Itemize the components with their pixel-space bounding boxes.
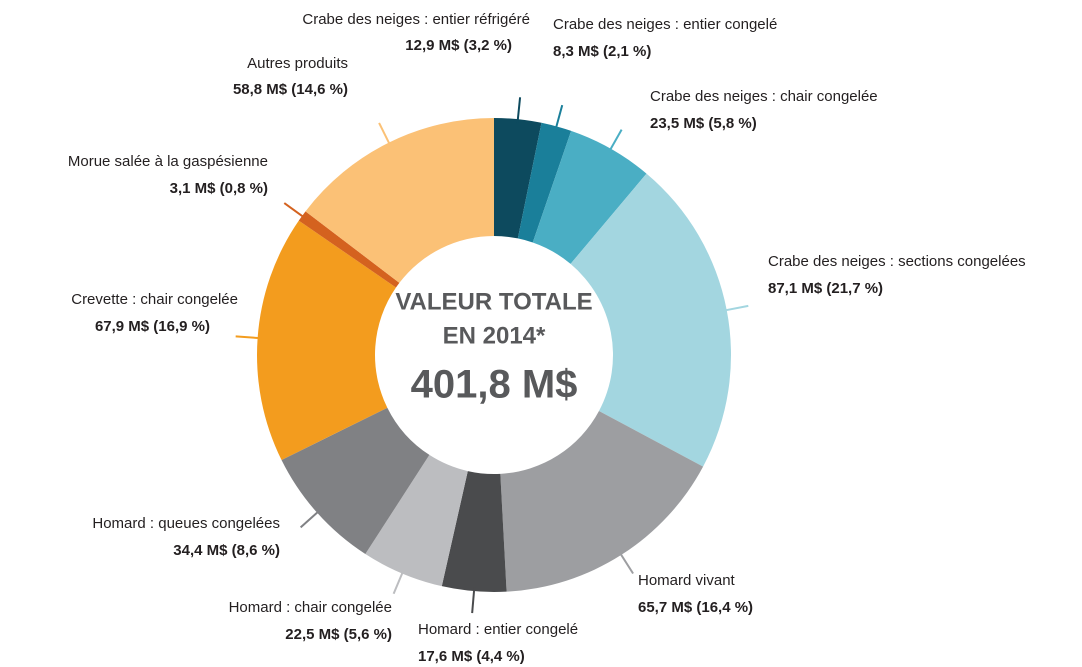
- donut-segment: [305, 117, 494, 283]
- donut-segment: [281, 407, 430, 555]
- segment-name: Homard : queues congelées: [92, 515, 280, 532]
- donut-segment: [365, 454, 468, 587]
- leader-line: [471, 587, 476, 614]
- leader-line: [299, 509, 321, 529]
- leader-line: [618, 551, 634, 575]
- donut-segment: [517, 122, 572, 243]
- segment-value: 58,8 M$ (14,6 %): [233, 81, 348, 98]
- donut-segment: [298, 211, 400, 288]
- segment-value: 12,9 M$ (3,2 %): [405, 37, 512, 54]
- segment-name: Homard : chair congelée: [229, 599, 392, 616]
- leader-line: [722, 304, 749, 312]
- donut-segment: [500, 411, 704, 592]
- center-title: VALEUR TOTALE: [395, 288, 592, 315]
- segment-name: Crevette : chair congelée: [71, 291, 238, 308]
- segment-value: 17,6 M$ (4,4 %): [418, 648, 525, 665]
- segment-value: 22,5 M$ (5,6 %): [285, 626, 392, 643]
- leader-line: [378, 122, 392, 147]
- donut-segment: [570, 173, 731, 467]
- leader-line: [235, 335, 262, 340]
- center-total: 401,8 M$: [411, 363, 578, 407]
- donut-segment: [494, 118, 542, 239]
- segment-name: Crabe des neiges : chair congelée: [650, 88, 878, 105]
- leader-line: [392, 569, 405, 595]
- segment-name: Morue salée à la gaspésienne: [68, 153, 268, 170]
- segment-value: 87,1 M$ (21,7 %): [768, 280, 883, 297]
- leader-line: [283, 202, 306, 220]
- segment-name: Homard vivant: [638, 572, 736, 589]
- leader-line: [554, 104, 564, 131]
- segment-name: Homard : entier congelé: [418, 621, 578, 638]
- donut-segment: [441, 471, 507, 592]
- leader-line: [607, 129, 623, 153]
- segment-value: 67,9 M$ (16,9 %): [95, 318, 210, 335]
- segment-value: 8,3 M$ (2,1 %): [553, 43, 651, 60]
- leader-line: [516, 97, 522, 124]
- donut-segment: [257, 220, 396, 460]
- segment-value: 34,4 M$ (8,6 %): [173, 542, 280, 559]
- segment-name: Crabe des neiges : sections congelées: [768, 253, 1026, 270]
- segment-name: Crabe des neiges : entier réfrigéré: [302, 11, 530, 28]
- segment-value: 3,1 M$ (0,8 %): [170, 180, 268, 197]
- donut-segment: [532, 130, 647, 264]
- segment-value: 23,5 M$ (5,8 %): [650, 115, 757, 132]
- center-title: EN 2014*: [443, 322, 546, 349]
- segment-value: 65,7 M$ (16,4 %): [638, 599, 753, 616]
- segment-name: Autres produits: [247, 55, 348, 72]
- segment-name: Crabe des neiges : entier congelé: [553, 16, 777, 33]
